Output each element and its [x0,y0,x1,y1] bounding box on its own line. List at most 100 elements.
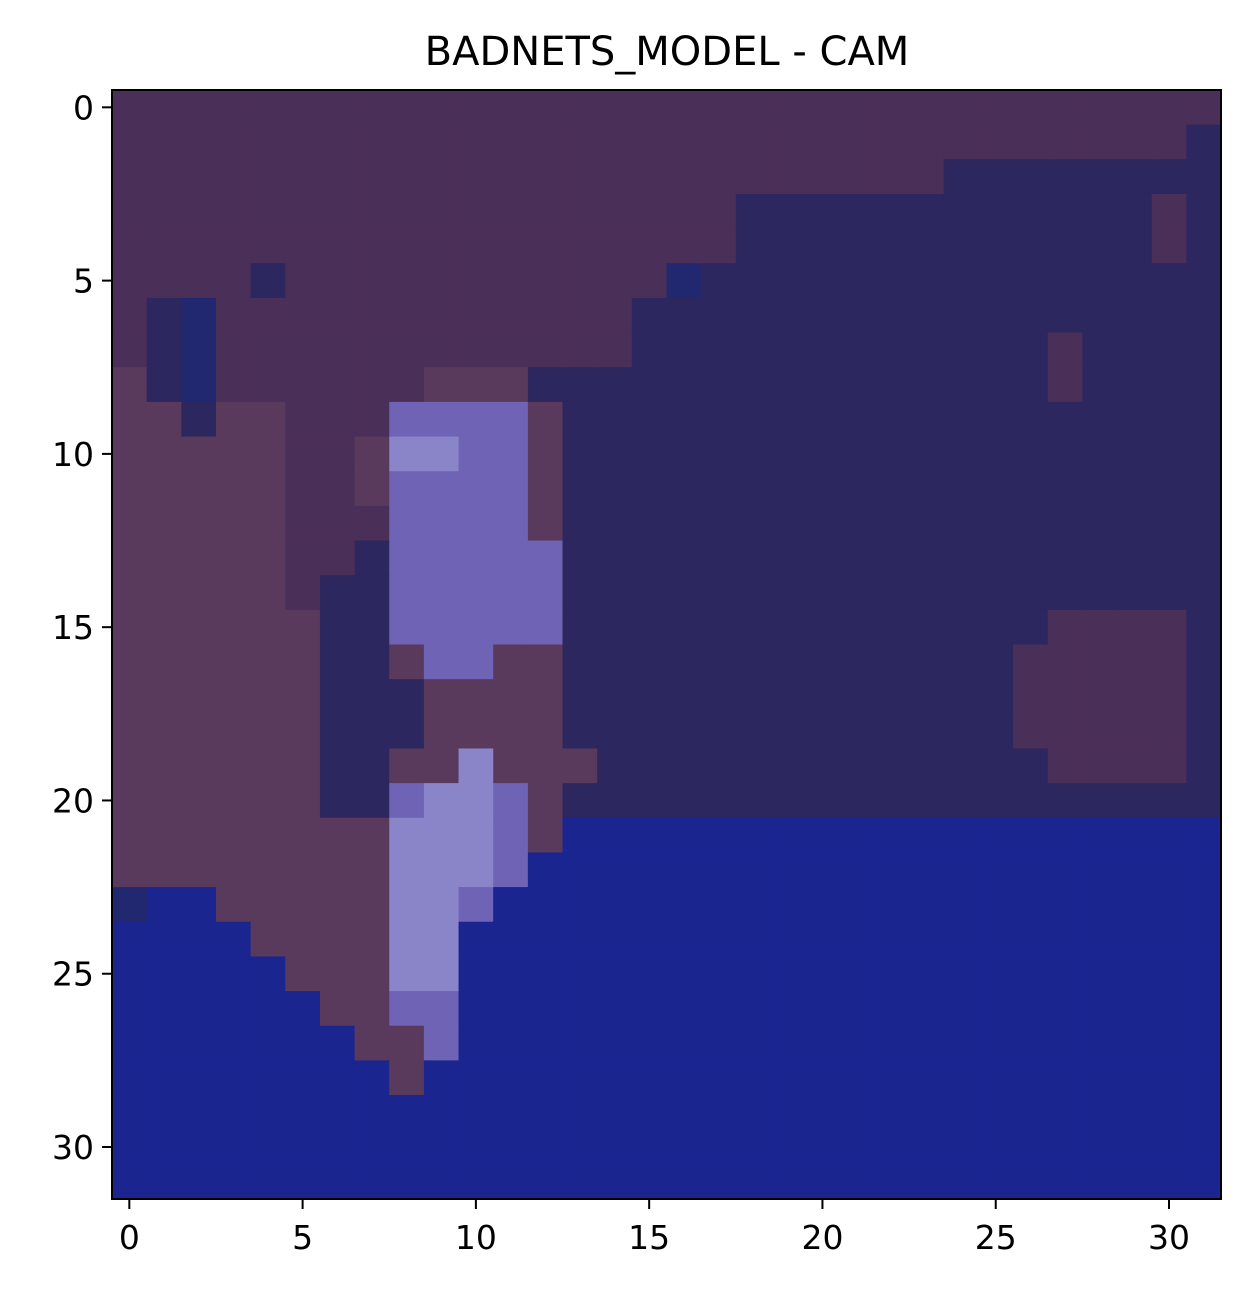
heatmap-cell [874,609,910,646]
heatmap-cell [215,228,252,264]
heatmap-cell [215,921,252,958]
heatmap-cell [770,505,806,542]
heatmap-cell [319,852,356,888]
heatmap-cell [597,852,633,888]
heatmap-cell [1082,956,1118,992]
heatmap-cell [874,367,910,403]
heatmap-cell [701,852,737,888]
heatmap-cell [770,1060,806,1096]
heatmap-cell [1117,575,1153,611]
heatmap-cell [978,159,1014,195]
heatmap-cell [701,1060,737,1096]
heatmap-cell [458,401,494,438]
heatmap-cell [423,817,460,854]
heatmap-cell [770,817,806,854]
heatmap-cell [250,505,286,542]
heatmap-cell [562,783,598,819]
heatmap-cell [354,1164,390,1200]
heatmap-cell [215,1164,252,1200]
heatmap-cell [527,852,564,888]
heatmap-cell [562,332,598,368]
heatmap-cell [770,575,806,611]
heatmap-cell [215,1095,252,1131]
heatmap-cell [943,921,980,958]
heatmap-cell [527,1025,564,1061]
heatmap-cell [1151,1095,1187,1131]
heatmap-cell [354,471,390,507]
heatmap-cell [1117,679,1153,715]
heatmap-cell [839,297,876,334]
heatmap-cell [839,124,876,160]
heatmap-cell [943,436,980,472]
heatmap-cell [354,1129,390,1165]
x-tick-label: 25 [975,1218,1017,1257]
heatmap-cell [978,1129,1014,1165]
heatmap-cell [805,228,841,264]
heatmap-cell [978,228,1014,264]
heatmap-cell [527,124,564,160]
heatmap-cell [735,921,772,958]
heatmap-cell [423,193,460,230]
y-tick-label: 5 [73,262,94,301]
heatmap-cell [805,887,841,923]
heatmap-cell [1151,332,1187,368]
heatmap-cell [909,471,945,507]
heatmap-cell [458,679,494,715]
heatmap-cell [874,1129,910,1165]
heatmap-cell [701,609,737,646]
x-axis-ticks: 0 5 10 15 20 25 30 [119,1199,1190,1257]
heatmap-cell [319,471,356,507]
heatmap-cell [319,679,356,715]
heatmap-cell [1082,332,1118,368]
heatmap-cell [285,1025,321,1061]
heatmap-cell [215,991,252,1027]
x-tick-label: 5 [292,1218,313,1257]
heatmap-cell [666,1164,702,1200]
heatmap-cell [562,401,598,438]
heatmap-cell [562,609,598,646]
heatmap-cell [1151,193,1187,230]
heatmap-cell [562,228,598,264]
heatmap-cell [943,1095,980,1131]
heatmap-cell [770,540,806,576]
heatmap-cell [1082,991,1118,1027]
heatmap-cell [181,1095,217,1131]
heatmap-cell [215,159,252,195]
heatmap-cell [215,263,252,299]
heatmap-cell [805,332,841,368]
heatmap-cell [527,332,564,368]
heatmap-cell [112,367,148,403]
heatmap-cell [458,783,494,819]
heatmap-cell [943,90,980,126]
heatmap-cell [805,159,841,195]
heatmap-cell [1013,852,1049,888]
heatmap-cell [1082,1060,1118,1096]
heatmap-cell [354,540,390,576]
heatmap-cell [423,748,460,784]
heatmap-cell [805,401,841,438]
heatmap-cell [701,921,737,958]
heatmap-cell [943,956,980,992]
heatmap-cell [978,609,1014,646]
heatmap-cell [1013,783,1049,819]
heatmap-cell [319,1060,356,1096]
heatmap-cell [631,540,668,576]
heatmap-cell [1013,332,1049,368]
heatmap-cell [631,228,668,264]
heatmap-cell [112,991,148,1027]
heatmap-cell [1047,540,1083,576]
heatmap-cell [770,367,806,403]
heatmap-cell [493,991,529,1027]
heatmap-cell [701,159,737,195]
heatmap-cell [215,1025,252,1061]
heatmap-cell [389,644,425,680]
heatmap-cell [1047,193,1083,230]
heatmap-cell [701,991,737,1027]
heatmap-cell [112,1164,148,1200]
heatmap-cell [1186,921,1222,958]
heatmap-cell [1186,332,1222,368]
heatmap-cell [943,471,980,507]
heatmap-cell [215,124,252,160]
heatmap-cell [112,713,148,750]
heatmap-cell [770,852,806,888]
